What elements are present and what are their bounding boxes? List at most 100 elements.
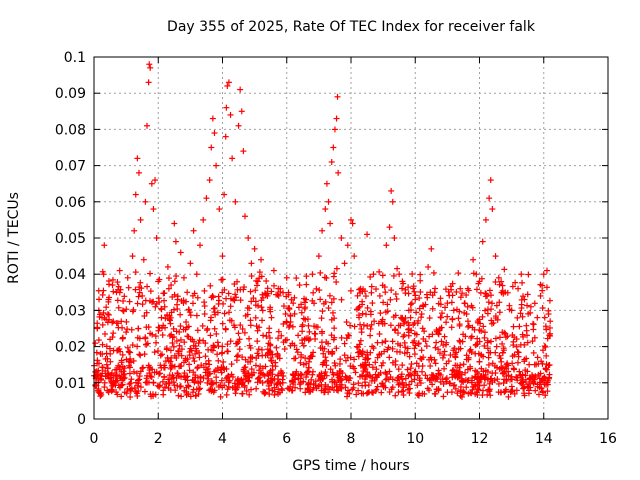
data-point bbox=[163, 345, 170, 352]
data-point bbox=[149, 391, 156, 398]
data-point bbox=[482, 216, 489, 223]
data-point bbox=[472, 367, 479, 374]
data-point bbox=[473, 286, 480, 293]
data-point bbox=[254, 327, 261, 334]
data-point bbox=[137, 352, 144, 359]
y-tick-label: 0.07 bbox=[55, 159, 86, 175]
data-point bbox=[193, 386, 200, 393]
data-point bbox=[524, 339, 531, 346]
data-point bbox=[148, 180, 155, 187]
data-point bbox=[459, 338, 466, 345]
data-point bbox=[206, 361, 213, 368]
data-point bbox=[208, 144, 215, 151]
data-point bbox=[145, 362, 152, 369]
data-point bbox=[254, 338, 261, 345]
data-point bbox=[180, 326, 187, 333]
data-point bbox=[370, 271, 377, 278]
data-point bbox=[395, 366, 402, 373]
data-point bbox=[322, 381, 329, 388]
data-point bbox=[386, 354, 393, 361]
data-point bbox=[95, 287, 102, 294]
data-point bbox=[462, 369, 469, 376]
data-point bbox=[266, 369, 273, 376]
data-point bbox=[313, 285, 320, 292]
data-point bbox=[92, 340, 99, 347]
data-point bbox=[487, 177, 494, 184]
data-point bbox=[138, 285, 145, 292]
data-point bbox=[509, 353, 516, 360]
data-point bbox=[201, 287, 208, 294]
data-point bbox=[399, 376, 406, 383]
data-point bbox=[135, 293, 142, 300]
data-point bbox=[492, 313, 499, 320]
data-point bbox=[330, 387, 337, 394]
data-point bbox=[465, 322, 472, 329]
data-point bbox=[342, 357, 349, 364]
data-point bbox=[355, 344, 362, 351]
data-point bbox=[226, 377, 233, 384]
data-point bbox=[404, 345, 411, 352]
data-point bbox=[527, 303, 534, 310]
data-point bbox=[146, 61, 153, 68]
data-point bbox=[543, 284, 550, 291]
data-point bbox=[235, 352, 242, 359]
data-point bbox=[136, 373, 143, 380]
data-point bbox=[290, 300, 297, 307]
data-point bbox=[503, 376, 510, 383]
data-point bbox=[482, 290, 489, 297]
data-point bbox=[420, 354, 427, 361]
data-point bbox=[460, 361, 467, 368]
data-point bbox=[114, 320, 121, 327]
data-point bbox=[95, 379, 102, 386]
data-point bbox=[335, 169, 342, 176]
data-point bbox=[253, 282, 260, 289]
data-point bbox=[331, 378, 338, 385]
data-point bbox=[190, 227, 197, 234]
data-point bbox=[303, 273, 310, 280]
data-point bbox=[219, 320, 226, 327]
data-point bbox=[248, 386, 255, 393]
data-point bbox=[121, 365, 128, 372]
data-point bbox=[227, 111, 234, 118]
data-point bbox=[523, 355, 530, 362]
data-point bbox=[145, 79, 152, 86]
data-point bbox=[119, 381, 126, 388]
data-point bbox=[136, 351, 143, 358]
data-point bbox=[96, 313, 103, 320]
data-point bbox=[510, 342, 517, 349]
data-point bbox=[376, 268, 383, 275]
data-point bbox=[145, 324, 152, 331]
data-point bbox=[506, 306, 513, 313]
data-point bbox=[364, 356, 371, 363]
data-point bbox=[474, 385, 481, 392]
data-point bbox=[479, 238, 486, 245]
y-tick-label: 0.01 bbox=[55, 376, 86, 392]
data-point bbox=[461, 389, 468, 396]
data-point bbox=[144, 283, 151, 290]
data-point bbox=[417, 380, 424, 387]
data-point bbox=[222, 133, 229, 140]
data-point bbox=[223, 391, 230, 398]
data-point bbox=[318, 339, 325, 346]
data-point bbox=[99, 291, 106, 298]
data-point bbox=[435, 370, 442, 377]
data-point bbox=[433, 339, 440, 346]
data-point bbox=[481, 334, 488, 341]
data-point bbox=[317, 296, 324, 303]
data-point bbox=[397, 342, 404, 349]
data-point bbox=[254, 375, 261, 382]
data-point bbox=[400, 280, 407, 287]
data-point bbox=[131, 227, 138, 234]
data-point bbox=[225, 79, 232, 86]
data-point bbox=[382, 338, 389, 345]
data-point bbox=[214, 339, 221, 346]
data-point bbox=[293, 346, 300, 353]
data-point bbox=[283, 274, 290, 281]
data-point bbox=[94, 360, 101, 367]
data-point bbox=[306, 386, 313, 393]
data-point bbox=[132, 388, 139, 395]
data-point bbox=[482, 307, 489, 314]
data-point bbox=[546, 297, 553, 304]
data-point bbox=[363, 373, 370, 380]
data-point bbox=[440, 393, 447, 400]
